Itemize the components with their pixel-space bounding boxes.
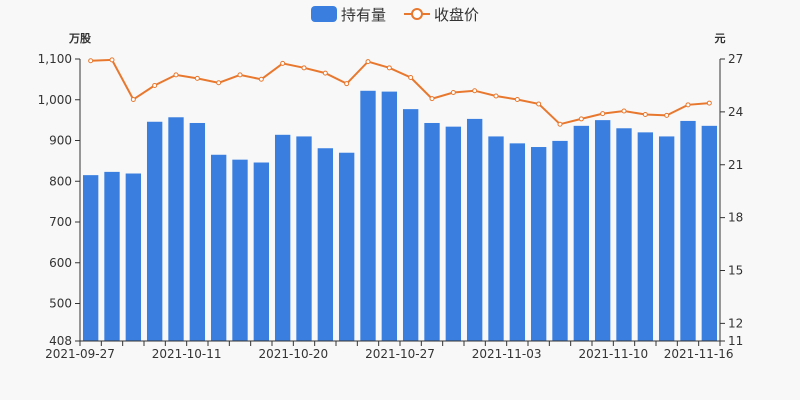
close-price-point [600,111,606,117]
x-tick-label: 2021-11-10 [578,347,648,361]
right-axis-unit: 元 [715,32,726,45]
close-price-point [280,60,286,66]
close-price-point [621,108,627,114]
x-tick-label: 2021-10-11 [152,347,222,361]
holdings-bar [317,148,334,341]
right-tick-label: 24 [728,105,743,119]
close-price-point [472,88,478,94]
close-price-point [664,112,670,118]
legend-holdings-label[interactable]: 持有量 [341,6,386,24]
close-price-point [237,72,243,78]
close-price-point [152,82,158,88]
holdings-bar [701,125,718,341]
close-price-point [344,81,350,87]
holdings-bar [658,136,675,341]
close-price-point [642,112,648,118]
close-price-point [365,59,371,65]
holdings-bar [680,120,696,341]
holdings-bar [104,171,120,341]
x-tick-label: 2021-09-27 [45,347,115,361]
holdings-bar [488,136,504,341]
legend-holdings-swatch[interactable] [311,6,337,22]
close-price-point [194,75,200,81]
left-tick-label: 900 [49,134,72,148]
close-price-point [216,80,222,86]
holdings-bar [509,143,526,341]
left-tick-label: 600 [49,256,72,270]
legend-price-marker[interactable] [411,8,423,20]
close-price-point [130,97,136,103]
legend-price-label[interactable]: 收盘价 [434,6,479,24]
close-price-point [322,70,328,76]
holdings-bars [82,90,718,342]
right-tick-label: 11 [728,334,743,348]
close-price-line [88,57,712,127]
close-price-point [386,65,392,71]
close-price-point [88,58,94,64]
holdings-bar [189,122,206,341]
x-tick-label: 2021-10-27 [365,347,435,361]
holdings-bar [168,117,184,341]
holdings-bar [424,122,440,341]
holdings-bar [210,154,227,341]
holdings-bar [125,173,142,341]
holdings-bar [82,175,99,341]
x-tick-label: 2021-11-03 [472,347,542,361]
x-tick-label: 2021-10-20 [258,347,328,361]
close-price-point [536,101,542,107]
holdings-bar [232,159,248,341]
left-tick-label: 700 [49,215,72,229]
holdings-bar [146,121,163,341]
close-price-point [109,57,115,63]
left-tick-label: 1,000 [38,93,72,107]
holdings-bar [594,120,611,341]
close-price-point [685,102,691,108]
holdings-bar [338,152,355,341]
holdings-bar [296,136,312,341]
close-price-point [429,96,435,102]
x-tick-label: 2021-11-16 [664,347,734,361]
right-tick-label: 12 [728,316,743,330]
holdings-bar [253,162,270,341]
left-tick-label: 1,100 [38,52,72,66]
left-tick-label: 500 [49,297,72,311]
holdings-bar [637,132,654,341]
holdings-bar [530,147,547,341]
holdings-bar [360,90,376,341]
close-price-point [514,97,520,103]
close-price-point [706,100,712,106]
close-price-polyline [90,58,710,126]
close-price-point [493,93,499,99]
right-tick-label: 21 [728,158,743,172]
right-tick-label: 27 [728,52,743,66]
axes: 408 500 600 700 800 900 1,000 1,100 11 12 15 18 21 24… [38,52,744,361]
holdings-bar [274,134,291,341]
holdings-bar [552,140,568,341]
close-price-point [578,116,584,122]
right-tick-label: 18 [728,211,743,225]
close-price-point [173,72,179,78]
holdings-bar [402,109,419,342]
close-price-point [408,75,414,81]
holdings-bar [616,128,632,341]
left-axis-unit: 万股 [68,32,92,45]
close-price-point [258,76,264,82]
right-tick-label: 15 [728,264,743,278]
close-price-point [301,65,307,71]
left-tick-label: 408 [49,334,72,348]
holdings-bar [466,118,483,341]
close-price-point [557,121,563,127]
close-price-point [450,89,456,95]
holdings-bar [573,125,590,341]
holdings-bar [445,126,462,341]
legend[interactable]: 持有量 收盘价 [311,6,479,24]
holdings-bar [381,91,398,341]
left-tick-label: 800 [49,174,72,188]
